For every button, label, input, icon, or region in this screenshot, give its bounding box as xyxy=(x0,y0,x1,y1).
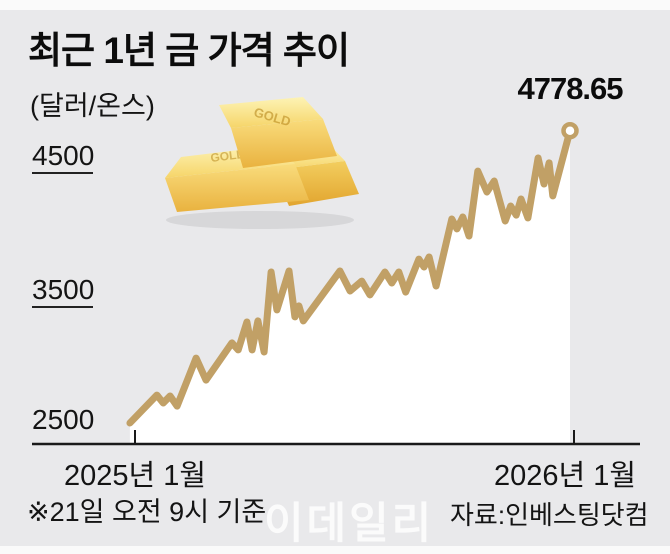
footnote-basis: ※21일 오전 9시 기준 xyxy=(27,497,267,527)
chart-title: 최근 1년 금 가격 추이 xyxy=(28,30,350,71)
x-tick-2025-jan: 2025년 1월 xyxy=(63,460,207,492)
edaily-watermark: 이데일리 xyxy=(264,500,435,548)
gold-bar-engraving-left: GOLD xyxy=(210,147,246,165)
source-credit: 자료:인베스팅닷컴 xyxy=(450,500,649,530)
gold-bars-shadow xyxy=(166,211,354,229)
chart-area-fill xyxy=(129,130,570,444)
gold-bars-icon: GOLD GOLD xyxy=(165,97,359,229)
y-tick-4500: 4500 xyxy=(32,140,95,171)
y-tick-2500: 2500 xyxy=(32,404,95,435)
y-tick-3500-underline xyxy=(32,306,93,308)
y-tick-3500: 3500 xyxy=(32,274,95,305)
endpoint-value-label: 4778.65 xyxy=(517,71,623,106)
gold-price-series-line xyxy=(126,127,574,427)
gold-bar-top: GOLD xyxy=(219,97,337,168)
y-axis-unit-label: (달러/온스) xyxy=(30,91,155,121)
y-tick-4500-underline xyxy=(32,172,93,174)
x-tick-2026-jan: 2026년 1월 xyxy=(493,460,637,492)
endpoint-marker xyxy=(561,121,579,140)
